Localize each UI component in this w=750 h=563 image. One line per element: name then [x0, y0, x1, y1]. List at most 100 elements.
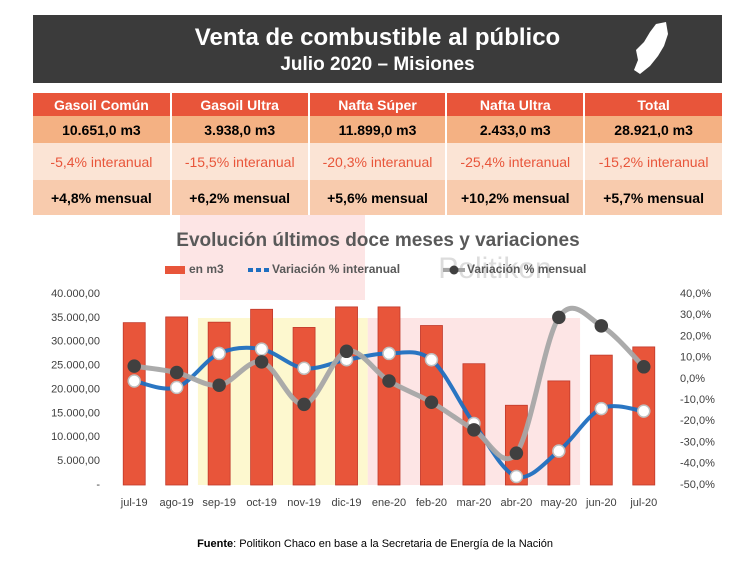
x-tick-label: mar-20 [457, 497, 492, 509]
legend-label: Variación % mensual [467, 262, 586, 276]
x-tick-label: ene-20 [372, 497, 406, 509]
point [552, 310, 566, 325]
x-tick-label: abr-20 [500, 497, 532, 509]
footer-label: Fuente [197, 538, 234, 550]
bar [122, 322, 146, 486]
y-tick-label: 25.000,00 [51, 360, 100, 372]
x-tick-label: nov-19 [287, 497, 321, 509]
table-cell: -15,2% interanual [583, 143, 722, 180]
header: Venta de combustible al público Julio 20… [33, 15, 722, 83]
x-tick-label: may-20 [541, 497, 578, 509]
bar [207, 321, 231, 486]
table-cell: +10,2% mensual [445, 180, 585, 215]
table-cell: Gasoil Ultra [169, 93, 309, 116]
y-tick-label: 20.000,00 [51, 383, 100, 395]
table-cell: 10.651,0 m3 [33, 116, 171, 143]
y-tick-label: 10.000,00 [51, 431, 100, 443]
y-tick-label: - [96, 479, 100, 491]
point [127, 374, 141, 388]
point [637, 404, 651, 418]
table-cell: -15,5% interanual [169, 143, 309, 180]
table-cell: +5,6% mensual [307, 180, 447, 215]
y-tick-label: 5.000,00 [57, 455, 100, 467]
table-cell: -20,3% interanual [307, 143, 447, 180]
x-tick-label: feb-20 [416, 497, 447, 509]
point [467, 423, 481, 437]
y2-tick-label: 0,0% [680, 373, 705, 385]
point [212, 378, 226, 393]
x-tick-label: jul-20 [629, 497, 657, 509]
table-cell: Total [583, 93, 722, 116]
chart-title: Evolución últimos doce meses y variacion… [176, 230, 579, 251]
point [169, 380, 184, 395]
footer: Fuente: Politikon Chaco en base a la Sec… [0, 538, 750, 550]
point [297, 397, 311, 412]
table-cell: 2.433,0 m3 [445, 116, 585, 143]
point [509, 446, 524, 460]
table-cell: 11.899,0 m3 [307, 116, 447, 143]
bar [504, 404, 528, 486]
table-cell: -5,4% interanual [33, 143, 171, 180]
point [382, 374, 396, 388]
point [594, 401, 609, 416]
y2-tick-label: 30,0% [680, 309, 711, 321]
legend-label: Variación % interanual [272, 262, 400, 276]
footer-text: : Politikon Chaco en base a la Secretari… [233, 538, 553, 550]
bar [165, 316, 189, 486]
table-cell: Nafta Súper [307, 93, 447, 116]
point [127, 359, 141, 373]
point [254, 342, 269, 356]
y2-tick-label: 20,0% [680, 330, 711, 342]
x-tick-label: jun-20 [585, 497, 617, 509]
bar [547, 380, 571, 486]
point [382, 346, 396, 361]
table-cell: +5,7% mensual [583, 180, 722, 215]
x-tick-label: sep-19 [202, 497, 236, 509]
table-row: Gasoil Común Gasoil Ultra Nafta Súper Nafta… [33, 93, 722, 116]
table-cell: Nafta Ultra [445, 93, 585, 116]
y-tick-label: 35.000,00 [51, 312, 100, 324]
map-icon [634, 22, 668, 74]
y2-tick-label: 40,0% [680, 288, 711, 300]
point [509, 469, 524, 484]
point [169, 365, 184, 380]
y2-tick-label: 10,0% [680, 352, 711, 364]
point [552, 444, 566, 458]
bar [377, 306, 401, 486]
point [339, 344, 354, 359]
point [424, 353, 439, 367]
table-cell: 28.921,0 m3 [583, 116, 722, 143]
x-tick-label: ago-19 [160, 497, 194, 509]
legend-label: en m3 [189, 262, 224, 276]
point [297, 361, 311, 376]
bar [250, 308, 274, 486]
legend-swatch [449, 265, 459, 275]
subtitle: Julio 2020 – Misiones [280, 54, 475, 75]
table-cell: Gasoil Común [33, 93, 171, 116]
bar [589, 354, 613, 486]
y2-tick-label: -10,0% [680, 394, 715, 406]
y2-tick-label: -30,0% [680, 436, 715, 448]
point [424, 395, 439, 409]
table-cell: -25,4% interanual [445, 143, 585, 180]
table-cell: +6,2% mensual [169, 180, 309, 215]
x-tick-label: jul-19 [120, 497, 148, 509]
y-tick-label: 40.000,00 [51, 288, 100, 300]
summary-table: Gasoil Común Gasoil Ultra Nafta Súper Nafta… [33, 93, 722, 215]
y2-tick-label: -40,0% [680, 458, 715, 470]
table-row: 10.651,0 m3 3.938,0 m3 11.899,0 m3 2.433,0 … [33, 116, 722, 143]
x-tick-label: dic-19 [332, 497, 362, 509]
legend-swatch [165, 266, 185, 274]
point [254, 355, 269, 369]
y2-tick-label: -50,0% [680, 479, 715, 491]
title: Venta de combustible al público [194, 24, 561, 51]
table-cell: +4,8% mensual [33, 180, 171, 215]
y-tick-label: 30.000,00 [51, 336, 100, 348]
bg-shade [180, 215, 365, 300]
y2-tick-label: -20,0% [680, 415, 715, 427]
x-tick-label: oct-19 [246, 497, 277, 509]
y-tick-label: 15.000,00 [51, 407, 100, 419]
point [594, 319, 609, 333]
